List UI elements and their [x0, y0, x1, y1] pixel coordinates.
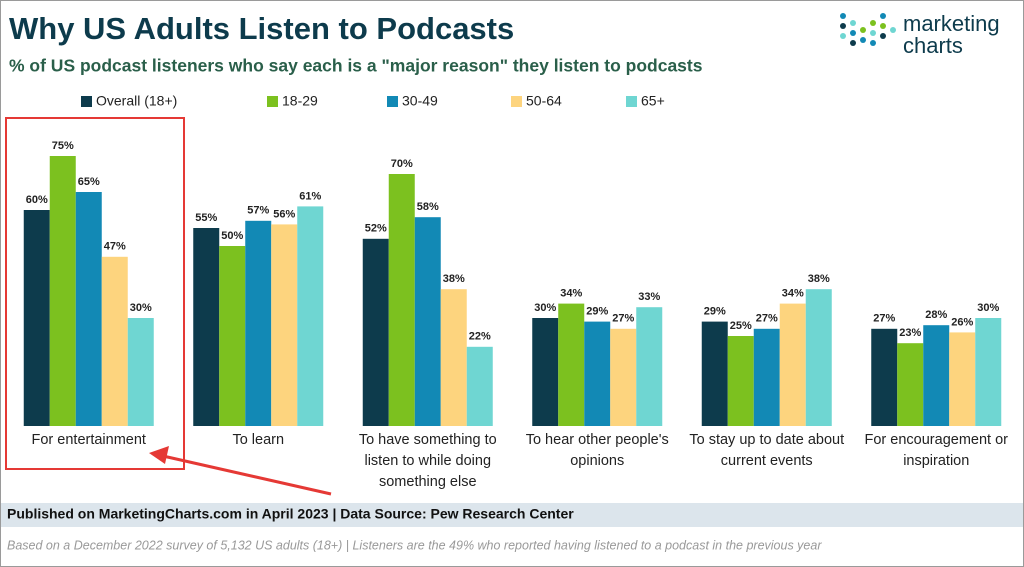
value-label: 28%: [925, 309, 947, 321]
source-band: [1, 503, 1023, 527]
value-label: 27%: [756, 313, 778, 325]
bar: [362, 238, 389, 426]
legend-label: Overall (18+): [96, 93, 177, 109]
bar: [558, 303, 585, 426]
value-label: 38%: [808, 273, 830, 285]
bar: [897, 343, 924, 426]
value-label: 30%: [977, 302, 999, 314]
source: Published on MarketingCharts.com in Apri…: [7, 506, 574, 522]
value-label: 30%: [534, 302, 556, 314]
bar: [271, 224, 298, 426]
logo-text: charts: [903, 33, 963, 58]
legend-swatch: [626, 96, 637, 107]
bar: [388, 174, 415, 426]
bar: [414, 217, 441, 426]
value-label: 55%: [195, 212, 217, 224]
highlight-box: [5, 117, 185, 470]
x-tick-label: To stay up to date about current events: [689, 432, 845, 469]
bar: [440, 289, 467, 426]
value-label: 34%: [782, 288, 804, 300]
x-tick-label: To have something to listen to while doi…: [358, 432, 497, 490]
x-tick-label: To hear other people's opinions: [525, 432, 669, 469]
bar: [75, 192, 102, 426]
logo-dots: [840, 13, 896, 46]
legend-label: 30-49: [402, 93, 438, 109]
bar: [245, 220, 272, 426]
legend-swatch: [267, 96, 278, 107]
value-label: 29%: [704, 306, 726, 318]
value-label: 70%: [391, 158, 413, 170]
value-label: 57%: [247, 205, 269, 217]
arrow: [162, 454, 332, 496]
x-tick-label: For entertainment: [31, 432, 146, 448]
bar: [584, 321, 611, 426]
bar: [297, 206, 324, 426]
bar: [532, 318, 559, 426]
value-label: 26%: [951, 316, 973, 328]
x-tick-label: For encouragement or inspiration: [864, 432, 1008, 469]
legend-label: 50-64: [526, 93, 562, 109]
value-label: 22%: [469, 331, 491, 343]
value-label: 60%: [26, 194, 48, 206]
value-label: 23%: [899, 327, 921, 339]
value-label: 33%: [638, 291, 660, 303]
legend-label: 65+: [641, 93, 665, 109]
value-label: 34%: [560, 288, 582, 300]
value-label: 27%: [873, 313, 895, 325]
value-label: 30%: [130, 302, 152, 314]
value-label: 61%: [299, 190, 321, 202]
value-label: 65%: [78, 176, 100, 188]
value-label: 58%: [417, 201, 439, 213]
bar: [636, 307, 663, 426]
value-label: 52%: [365, 223, 387, 235]
bar: [49, 156, 76, 426]
value-label: 47%: [104, 241, 126, 253]
bar: [193, 228, 220, 426]
value-label: 38%: [443, 273, 465, 285]
legend-swatch: [511, 96, 522, 107]
value-label: 75%: [52, 140, 74, 152]
arrow-head: [149, 446, 169, 464]
chart-subtitle: % of US podcast listeners who say each i…: [9, 56, 703, 76]
x-tick-label: To learn: [232, 432, 285, 448]
chart-title: Why US Adults Listen to Podcasts: [9, 11, 514, 46]
bar: [923, 325, 950, 426]
bar: [975, 318, 1002, 426]
bar: [610, 328, 637, 426]
bar: [701, 321, 728, 426]
bar: [779, 303, 806, 426]
value-label: 27%: [612, 313, 634, 325]
value-label: 25%: [730, 320, 752, 332]
bar: [23, 210, 50, 426]
bar: [949, 332, 976, 426]
bar: [466, 346, 493, 426]
value-label: 50%: [221, 230, 243, 242]
value-label: 29%: [586, 306, 608, 318]
bar: [727, 336, 754, 426]
bar: [753, 328, 780, 426]
bar: [805, 289, 832, 426]
legend-swatch: [387, 96, 398, 107]
bar: [219, 246, 246, 426]
logo-text: marketing: [903, 11, 1000, 36]
bar: [127, 318, 154, 426]
bar: [871, 328, 898, 426]
bar: [101, 256, 128, 426]
legend-swatch: [81, 96, 92, 107]
note: Based on a December 2022 survey of 5,132…: [7, 538, 822, 552]
legend-label: 18-29: [282, 93, 318, 109]
value-label: 56%: [273, 208, 295, 220]
